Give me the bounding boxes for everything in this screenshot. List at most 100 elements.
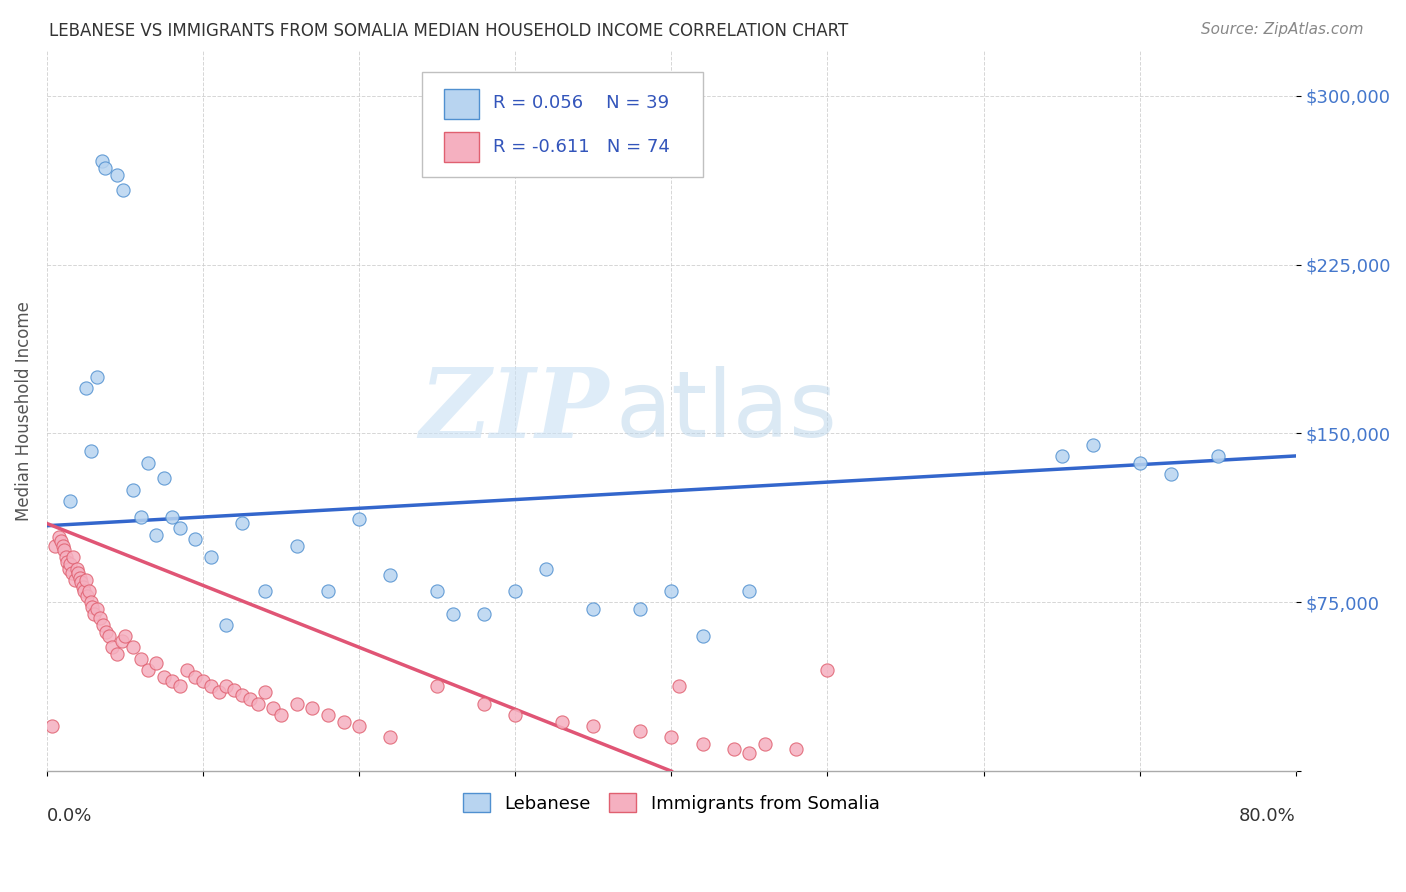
Point bbox=[153, 669, 176, 683]
Point bbox=[60, 566, 83, 580]
Point bbox=[1081, 438, 1104, 452]
Point bbox=[200, 550, 222, 565]
Point bbox=[90, 153, 112, 168]
Point bbox=[91, 617, 114, 632]
Point bbox=[692, 737, 714, 751]
Point bbox=[160, 674, 183, 689]
Point bbox=[380, 568, 402, 582]
Point bbox=[73, 584, 96, 599]
Point bbox=[285, 539, 308, 553]
Point bbox=[86, 370, 108, 384]
Point bbox=[105, 168, 128, 182]
Point bbox=[145, 527, 167, 541]
Point bbox=[44, 539, 66, 553]
Point bbox=[207, 685, 229, 699]
Point bbox=[112, 183, 135, 197]
Point bbox=[270, 707, 292, 722]
Point bbox=[160, 509, 183, 524]
Point bbox=[48, 530, 70, 544]
Point bbox=[59, 557, 82, 571]
Point bbox=[785, 741, 807, 756]
Point bbox=[138, 456, 160, 470]
Point bbox=[668, 679, 690, 693]
Point bbox=[72, 580, 94, 594]
Point bbox=[51, 539, 73, 553]
Point bbox=[582, 602, 605, 616]
Point bbox=[191, 674, 214, 689]
Point bbox=[93, 161, 115, 175]
Legend: Lebanese, Immigrants from Somalia: Lebanese, Immigrants from Somalia bbox=[456, 786, 887, 820]
Point bbox=[817, 663, 839, 677]
Point bbox=[316, 584, 339, 599]
Point bbox=[316, 707, 339, 722]
Point bbox=[472, 607, 495, 621]
Point bbox=[49, 534, 72, 549]
Point bbox=[347, 512, 370, 526]
Point bbox=[503, 707, 526, 722]
Point bbox=[285, 697, 308, 711]
Point bbox=[96, 624, 118, 639]
Point bbox=[184, 669, 207, 683]
Point bbox=[58, 561, 80, 575]
Point bbox=[63, 573, 86, 587]
Point bbox=[65, 561, 87, 575]
Point bbox=[53, 543, 76, 558]
Point bbox=[111, 633, 134, 648]
Bar bbox=[444, 89, 479, 120]
Point bbox=[215, 679, 238, 693]
Point bbox=[145, 656, 167, 670]
Point bbox=[69, 570, 91, 584]
Point bbox=[86, 602, 108, 616]
Point bbox=[426, 584, 449, 599]
Point bbox=[347, 719, 370, 733]
Point bbox=[231, 688, 253, 702]
Bar bbox=[444, 132, 479, 162]
Text: R = 0.056    N = 39: R = 0.056 N = 39 bbox=[492, 94, 669, 112]
Text: atlas: atlas bbox=[616, 366, 837, 456]
Point bbox=[121, 640, 143, 655]
Point bbox=[56, 555, 79, 569]
Point bbox=[77, 584, 100, 599]
Point bbox=[176, 663, 198, 677]
Point bbox=[76, 589, 98, 603]
Point bbox=[472, 697, 495, 711]
Point bbox=[67, 566, 90, 580]
Point bbox=[441, 607, 464, 621]
Point bbox=[239, 692, 262, 706]
Point bbox=[79, 444, 101, 458]
Point bbox=[184, 533, 207, 547]
Point bbox=[101, 640, 124, 655]
Point bbox=[246, 697, 269, 711]
Point bbox=[79, 595, 101, 609]
Point bbox=[114, 629, 136, 643]
Point bbox=[215, 617, 238, 632]
Text: Source: ZipAtlas.com: Source: ZipAtlas.com bbox=[1201, 22, 1364, 37]
Point bbox=[332, 714, 354, 729]
Point bbox=[738, 584, 761, 599]
Point bbox=[59, 494, 82, 508]
Point bbox=[536, 561, 558, 575]
Text: R = -0.611   N = 74: R = -0.611 N = 74 bbox=[492, 137, 669, 155]
Point bbox=[723, 741, 745, 756]
Point bbox=[70, 574, 93, 589]
Point bbox=[153, 471, 176, 485]
Point bbox=[1129, 456, 1152, 470]
Point bbox=[582, 719, 605, 733]
Point bbox=[83, 607, 105, 621]
Point bbox=[692, 629, 714, 643]
Point bbox=[254, 584, 277, 599]
Point bbox=[200, 679, 222, 693]
Point bbox=[224, 683, 246, 698]
Text: ZIP: ZIP bbox=[419, 364, 609, 458]
Point bbox=[121, 483, 143, 497]
Point bbox=[659, 731, 682, 745]
Point bbox=[262, 701, 284, 715]
Text: 0.0%: 0.0% bbox=[46, 807, 93, 825]
Point bbox=[75, 381, 97, 395]
Point bbox=[231, 516, 253, 531]
Point bbox=[426, 679, 449, 693]
Point bbox=[41, 719, 63, 733]
FancyBboxPatch shape bbox=[422, 72, 703, 177]
Point bbox=[82, 599, 104, 614]
Point bbox=[503, 584, 526, 599]
